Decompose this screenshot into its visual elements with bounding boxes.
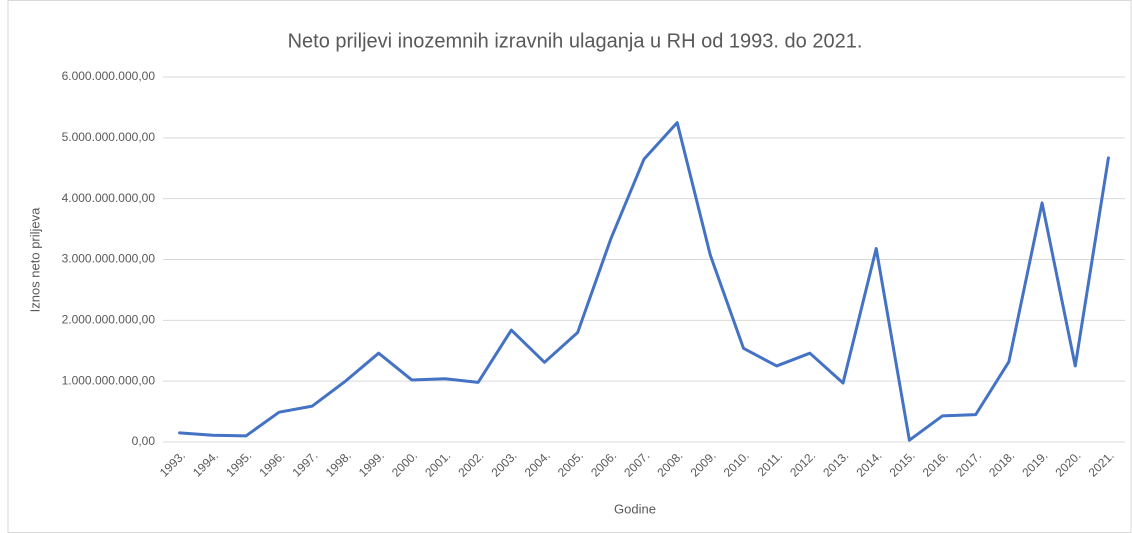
x-tick-label: 1997. — [290, 448, 321, 479]
x-tick-label: 2020. — [1052, 448, 1083, 479]
y-tick-label: 2.000.000.000,00 — [62, 313, 156, 327]
data-line — [178, 121, 1110, 442]
x-tick-label: 2016. — [920, 448, 951, 479]
x-tick-label: 1996. — [256, 448, 287, 479]
y-tick-label: 1.000.000.000,00 — [62, 373, 156, 387]
x-tick-label: 1995. — [223, 448, 254, 479]
x-tick-label: 2012. — [787, 448, 818, 479]
x-tick-label: 2004. — [522, 448, 553, 479]
x-tick-label: 2009. — [688, 448, 719, 479]
x-tick-label: 2017. — [953, 448, 984, 479]
x-tick-label: 2005. — [555, 448, 586, 479]
x-tick-label: 2001. — [422, 448, 453, 479]
x-tick-label: 2003. — [489, 448, 520, 479]
x-tick-label: 2006. — [588, 448, 619, 479]
y-tick-label: 0,00 — [132, 434, 156, 448]
x-tick-label: 2018. — [986, 448, 1017, 479]
x-tick-label: 1994. — [190, 448, 221, 479]
y-axis-label: Iznos neto priljeva — [27, 207, 42, 313]
y-tick-label: 6.000.000.000,00 — [62, 69, 156, 83]
y-tick-label: 3.000.000.000,00 — [62, 252, 156, 266]
x-tick-label: 2002. — [455, 448, 486, 479]
chart-title: Neto priljevi inozemnih izravnih ulaganj… — [288, 30, 863, 52]
x-tick-label: 1993. — [157, 448, 188, 479]
x-tick-label: 2019. — [1019, 448, 1050, 479]
x-tick-label: 2007. — [621, 448, 652, 479]
x-tick-label: 2008. — [654, 448, 685, 479]
x-tick-label: 1998. — [323, 448, 354, 479]
x-tick-label: 2011. — [755, 448, 786, 479]
x-tick-label: 2013. — [820, 448, 851, 479]
x-axis-label: Godine — [614, 501, 656, 516]
y-tick-label: 5.000.000.000,00 — [62, 130, 156, 144]
x-tick-label: 2015. — [887, 448, 918, 479]
x-tick-label: 2014. — [853, 448, 884, 479]
x-tick-label: 2010. — [721, 448, 752, 479]
y-tick-label: 4.000.000.000,00 — [62, 191, 156, 205]
x-tick-label: 2000. — [389, 448, 420, 479]
x-tick-label: 2021. — [1086, 448, 1117, 479]
x-tick-label: 1999. — [356, 448, 387, 479]
